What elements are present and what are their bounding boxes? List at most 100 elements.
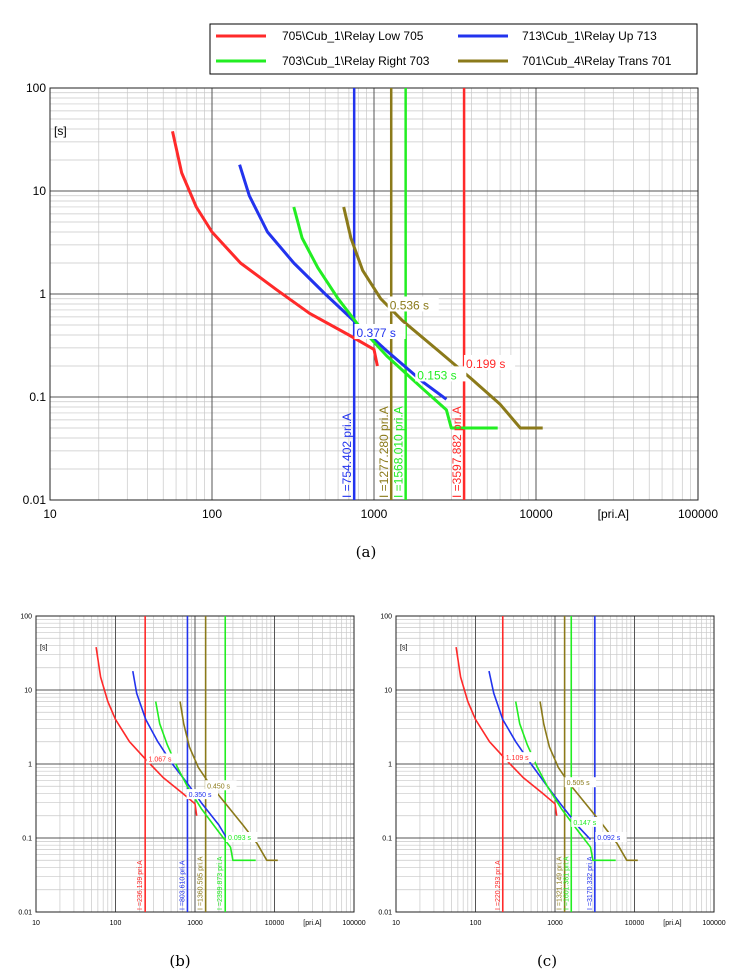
x-tick-label: 10000: [519, 507, 553, 521]
annotation-background: [564, 777, 597, 788]
y-axis-label: [s]: [54, 124, 67, 138]
current-marker-label: I =1321.149 pri.A: [557, 856, 564, 910]
y-axis-label: [s]: [400, 645, 407, 652]
y-tick-label: 10: [24, 687, 32, 694]
current-marker-label: I =754.402 pri.A: [340, 413, 354, 498]
y-tick-label: 0.01: [18, 909, 32, 916]
time-annotation: 0.536 s: [390, 298, 429, 312]
legend-label: 701\Cub_4\Relay Trans 701: [522, 54, 672, 68]
current-marker-label: I =220.293 pri.A: [495, 860, 502, 910]
current-marker-label: I =236.139 pri.A: [137, 860, 144, 910]
y-tick-label: 10: [33, 184, 47, 198]
legend-label: 703\Cub_1\Relay Right 703: [282, 54, 430, 68]
y-tick-label: 0.01: [23, 493, 47, 507]
legend-entry: 703\Cub_1\Relay Right 703: [216, 54, 430, 68]
x-tick-label: 10: [43, 507, 57, 521]
x-tick-label: 10000: [265, 920, 285, 927]
legend-entry: 713\Cub_1\Relay Up 713: [458, 29, 657, 43]
current-marker-label: I =1601.381 pri.A: [563, 856, 570, 910]
current-marker-label: I =3597.882 pri.A: [450, 406, 464, 498]
x-tick-label: 100: [110, 920, 122, 927]
x-axis-label: [pri.A]: [598, 507, 629, 521]
time-annotation: 0.092 s: [597, 835, 620, 842]
plot-area: [49, 87, 699, 501]
x-tick-label: 10: [392, 920, 400, 927]
legend-label: 705\Cub_1\Relay Low 705: [282, 29, 424, 43]
annotation-background: [571, 816, 603, 827]
series-curve: [238, 164, 448, 401]
annotation-background: [225, 832, 258, 842]
annotation-background: [415, 366, 467, 382]
y-tick-label: 1: [39, 287, 46, 301]
time-annotation: 0.350 s: [189, 792, 212, 799]
chart-b: (b) 10 100 1000 10000 100000 0.01 0.1 1 10 100 [pr…: [18, 613, 365, 970]
x-tick-label: 10000: [625, 920, 645, 927]
series-curve: [342, 206, 543, 430]
x-tick-label: 100: [202, 507, 222, 521]
time-annotation: 0.450 s: [207, 783, 230, 790]
x-tick-label: 100000: [342, 920, 365, 927]
x-tick-label: 10: [32, 920, 40, 927]
figure-caption: (c): [537, 952, 557, 970]
current-marker-label: I =1568.010 pri.A: [392, 406, 406, 498]
figure-caption: (a): [356, 543, 377, 561]
series-curve: [539, 701, 638, 862]
current-marker-label: I =2399.873 pri.A: [217, 856, 224, 910]
series-curve: [171, 130, 379, 367]
annotation-background: [205, 780, 237, 791]
time-annotation: 0.093 s: [228, 835, 251, 842]
x-tick-label: 100000: [678, 507, 718, 521]
chart-a: 705\Cub_1\Relay Low 705 713\Cub_1\Relay …: [23, 23, 718, 561]
x-tick-label: 1000: [187, 920, 203, 927]
y-tick-label: 1: [388, 761, 392, 768]
annotation-background: [595, 832, 627, 842]
annotation-background: [146, 753, 178, 764]
current-marker-label: I =1360.595 pri.A: [198, 856, 205, 910]
y-tick-label: 100: [26, 81, 46, 95]
time-annotation: 0.153 s: [417, 368, 456, 382]
chart-c: (c) 10 100 1000 10000 100000 0.01 0.1 1 10 100 [pr…: [378, 613, 725, 970]
y-tick-label: 0.1: [22, 835, 32, 842]
time-annotation: 1.109 s: [506, 755, 529, 762]
legend-entry: 705\Cub_1\Relay Low 705: [216, 29, 424, 43]
current-marker-label: I =3170.332 pri.A: [587, 856, 594, 910]
x-tick-label: 100: [470, 920, 482, 927]
legend-label: 713\Cub_1\Relay Up 713: [522, 29, 657, 43]
y-tick-label: 100: [380, 613, 392, 620]
plot-frame: [49, 87, 699, 501]
annotation-background: [186, 789, 219, 800]
y-tick-label: 1: [28, 761, 32, 768]
time-annotation: 0.377 s: [357, 326, 396, 340]
plot-area: [35, 615, 355, 913]
y-tick-label: 0.1: [382, 835, 392, 842]
figure-caption: (b): [169, 952, 190, 970]
time-annotation: 0.199 s: [466, 357, 505, 371]
y-axis-label: [s]: [40, 645, 47, 652]
x-tick-label: 1000: [361, 507, 388, 521]
time-annotation: 0.147 s: [573, 820, 596, 827]
current-marker-label: I =803.610 pri.A: [179, 860, 186, 910]
annotation-background: [354, 323, 406, 339]
time-annotation: 0.505 s: [567, 780, 590, 787]
y-tick-label: 100: [20, 613, 32, 620]
time-annotation: 1.067 s: [148, 757, 171, 764]
y-tick-label: 0.01: [378, 909, 392, 916]
legend-entry: 701\Cub_4\Relay Trans 701: [458, 54, 672, 68]
legend: 705\Cub_1\Relay Low 705 713\Cub_1\Relay …: [209, 23, 698, 75]
annotation-background: [503, 752, 536, 763]
current-marker-label: I =1277.280 pri.A: [377, 406, 391, 498]
x-tick-label: 100000: [702, 920, 725, 927]
x-tick-label: 1000: [547, 920, 563, 927]
y-tick-label: 0.1: [29, 390, 46, 404]
x-axis-label: [pri.A]: [663, 920, 681, 927]
series-curve: [132, 670, 228, 839]
y-tick-label: 10: [384, 687, 392, 694]
plot-area: [395, 615, 715, 913]
series-curve: [455, 646, 558, 816]
series-curve: [292, 206, 498, 430]
annotation-background: [387, 296, 439, 312]
annotation-background: [464, 354, 516, 370]
series-curve: [514, 701, 616, 862]
plot-frame: [395, 615, 715, 913]
plot-frame: [35, 615, 355, 913]
